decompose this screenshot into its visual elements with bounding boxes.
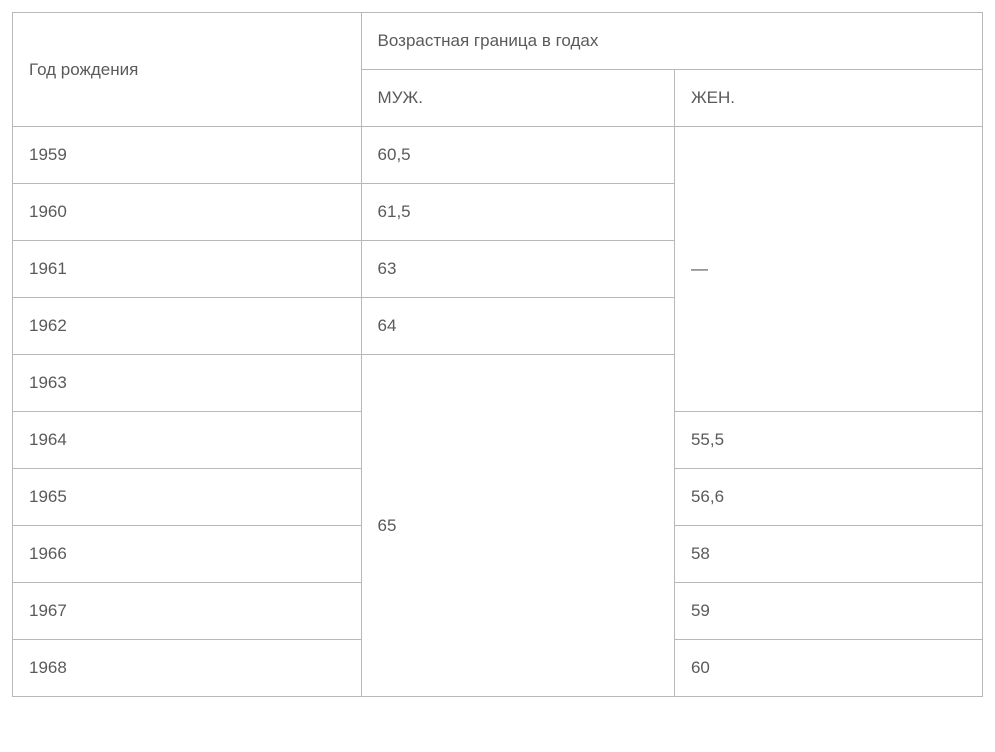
cell-year: 1962: [13, 298, 362, 355]
header-row-1: Год рождения Возрастная граница в годах: [13, 13, 983, 70]
cell-year: 1967: [13, 583, 362, 640]
cell-year: 1963: [13, 355, 362, 412]
header-age-boundary: Возрастная граница в годах: [361, 13, 982, 70]
cell-male: 61,5: [361, 184, 674, 241]
cell-male: 60,5: [361, 127, 674, 184]
cell-male: 64: [361, 298, 674, 355]
header-year: Год рождения: [13, 13, 362, 127]
cell-female: 55,5: [674, 412, 982, 469]
header-female: ЖЕН.: [674, 70, 982, 127]
cell-female-dash: —: [674, 127, 982, 412]
header-male: МУЖ.: [361, 70, 674, 127]
cell-year: 1959: [13, 127, 362, 184]
cell-year: 1964: [13, 412, 362, 469]
table-row: 1959 60,5 —: [13, 127, 983, 184]
cell-year: 1968: [13, 640, 362, 697]
cell-year: 1960: [13, 184, 362, 241]
cell-year: 1966: [13, 526, 362, 583]
age-boundary-table: Год рождения Возрастная граница в годах …: [12, 12, 983, 697]
cell-female: 58: [674, 526, 982, 583]
cell-female: 56,6: [674, 469, 982, 526]
cell-female: 59: [674, 583, 982, 640]
cell-year: 1965: [13, 469, 362, 526]
cell-female: 60: [674, 640, 982, 697]
cell-male: 63: [361, 241, 674, 298]
cell-year: 1961: [13, 241, 362, 298]
cell-male-65: 65: [361, 355, 674, 697]
